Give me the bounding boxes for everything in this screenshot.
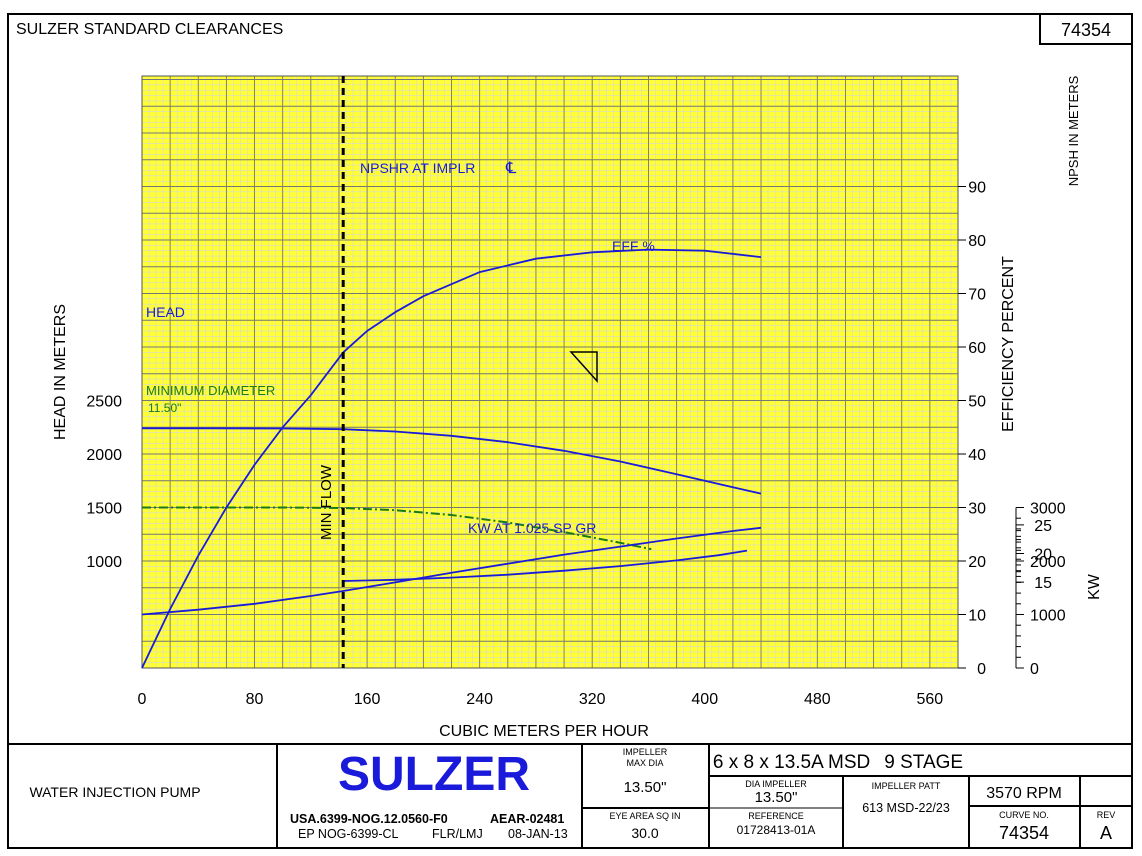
eff-tick-label: 90 (968, 180, 986, 197)
kw-tick-label: 3000 (1030, 501, 1066, 518)
minor-grid (141, 76, 959, 669)
reference: 01728413-01A (737, 823, 816, 837)
impeller-max-dia-label-1: IMPELLER (623, 747, 668, 757)
ep-reference: EP NOG-6399-CL (298, 827, 399, 841)
min-diameter-label: MINIMUM DIAMETER (146, 383, 275, 398)
duty-point-marker (569, 351, 598, 383)
eff-tick-label: 0 (977, 661, 986, 678)
pump-model: 6 x 8 x 13.5A MSD 9 STAGE (713, 752, 963, 773)
efficiency-axis-ticks: 0 10 20 30 40 50 60 70 80 90 (958, 180, 986, 678)
x-tick-label: 320 (579, 691, 606, 708)
eff-tick-label: 80 (968, 233, 986, 250)
impeller-max-dia-label-2: MAX DIA (626, 758, 663, 768)
min-flow-label: MIN FLOW (318, 464, 335, 540)
x-tick-label: 480 (804, 691, 831, 708)
head-tick-label: 1500 (86, 501, 122, 518)
kw-tick-label: 1000 (1030, 608, 1066, 625)
series-2-line (141, 248, 762, 669)
curve-no-label: CURVE NO. (999, 810, 1049, 820)
eff-tick-label: 30 (968, 501, 986, 518)
head-axis-ticks: 1000 1500 2000 2500 (86, 394, 122, 572)
eye-area: 30.0 (631, 825, 658, 841)
curve-number-box (1039, 13, 1133, 45)
sheet-title: SULZER STANDARD CLEARANCES (16, 21, 283, 38)
eff-tick-label: 20 (968, 554, 986, 571)
plot-area (141, 75, 959, 669)
plot-frame (141, 75, 959, 669)
sheet-border (7, 13, 1133, 849)
title-block (8, 743, 1132, 848)
curve-no: 74354 (999, 823, 1049, 843)
date: 08-JAN-13 (508, 827, 568, 841)
kw-tick-label: 0 (1030, 661, 1039, 678)
npsh-tick-label: 20 (1034, 547, 1052, 564)
rev-label: REV (1097, 810, 1116, 820)
x-axis-ticks: 0 80 160 240 320 400 480 560 (138, 691, 944, 708)
impeller-max-dia: 13.50" (624, 779, 667, 796)
x-tick-label: 160 (354, 691, 381, 708)
eff-tick-label: 50 (968, 394, 986, 411)
eff-tick-label: 40 (968, 447, 986, 464)
curves (141, 248, 762, 669)
efficiency-axis-title: EFFICIENCY PERCENT (1000, 256, 1017, 432)
head-axis-title: HEAD IN METERS (52, 304, 69, 440)
kw-axis-ticks: 0 1000 2000 3000 (1015, 501, 1066, 678)
series-1-line (142, 506, 652, 551)
eff-curve-label: EFF % (612, 238, 655, 254)
doc-reference: USA.6399-NOG.12.0560-F0 (290, 812, 448, 826)
centerline-symbol: ℄ (505, 160, 517, 177)
kw-tick-label: 2000 (1030, 554, 1066, 571)
npsh-tick-label: 25 (1034, 518, 1052, 535)
npsh-axis-title: NPSH IN METERS (1066, 75, 1081, 186)
eff-tick-label: 10 (968, 608, 986, 625)
min-diameter-value: 11.50" (148, 401, 181, 415)
eff-tick-label: 60 (968, 340, 986, 357)
aear-number: AEAR-02481 (490, 812, 564, 826)
kw-curve-label: KW AT 1.025 SP GR (468, 520, 596, 536)
rpm: 3570 RPM (986, 785, 1062, 802)
x-tick-label: 80 (246, 691, 264, 708)
pump-type: WATER INJECTION PUMP (29, 784, 200, 800)
impeller-patt: 613 MSD-22/23 (862, 801, 950, 815)
x-tick-label: 560 (917, 691, 944, 708)
series-4-line (141, 526, 762, 616)
npsh-tick-label: 15 (1034, 575, 1052, 592)
kw-axis-title: KW (1086, 573, 1103, 600)
x-tick-label: 0 (138, 691, 147, 708)
reference-label: REFERENCE (748, 811, 804, 821)
head-tick-label: 2000 (86, 447, 122, 464)
x-tick-label: 400 (691, 691, 718, 708)
npshr-curve-label: NPSHR AT IMPLR (360, 160, 475, 176)
curve-number-header: 74354 (1061, 20, 1111, 40)
eff-tick-label: 70 (968, 287, 986, 304)
series-0-line (142, 427, 762, 495)
drawn-by: FLR/LMJ (432, 827, 483, 841)
dia-impeller-label: DIA IMPELLER (745, 779, 807, 789)
head-curve-label: HEAD (146, 304, 185, 320)
impeller-patt-label: IMPELLER PATT (872, 781, 941, 791)
head-tick-label: 2500 (86, 394, 122, 411)
sulzer-logo: SULZER (338, 748, 530, 801)
rev: A (1100, 823, 1112, 843)
eye-area-label: EYE AREA SQ IN (609, 811, 680, 821)
x-tick-label: 240 (466, 691, 493, 708)
head-tick-label: 1000 (86, 554, 122, 571)
dia-impeller: 13.50" (755, 789, 798, 806)
x-axis-title: CUBIC METERS PER HOUR (439, 723, 649, 740)
